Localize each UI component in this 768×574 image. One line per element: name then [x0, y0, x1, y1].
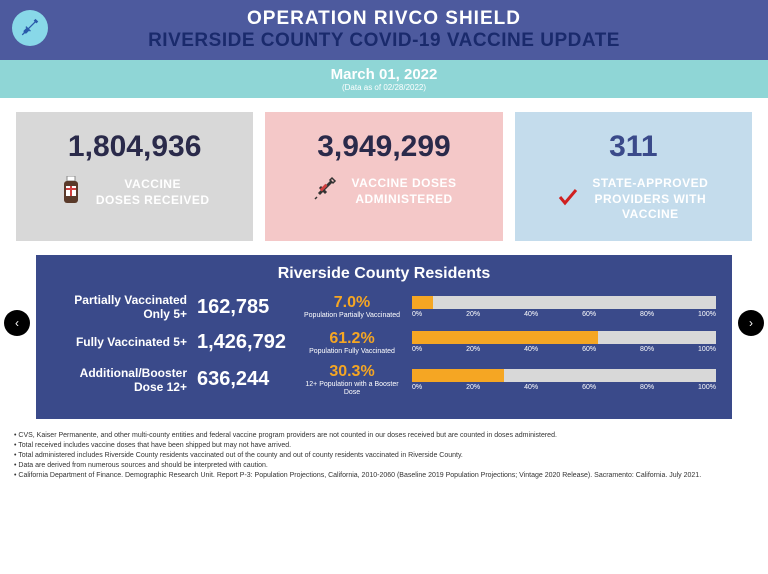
- bar-tick: 100%: [698, 384, 716, 391]
- bar-tick: 20%: [466, 384, 480, 391]
- syringe-icon: [312, 176, 338, 207]
- residents-title: Riverside County Residents: [52, 265, 716, 283]
- resident-row: Additional/Booster Dose 12+636,24430.3%1…: [52, 363, 716, 396]
- header: OPERATION RIVCO SHIELD RIVERSIDE COUNTY …: [0, 0, 768, 60]
- bar-tick: 100%: [698, 311, 716, 318]
- checkmark-icon: [558, 187, 578, 212]
- stat-number: 311: [525, 130, 742, 164]
- stat-card-received: 1,804,936 VACCINE DOSES RECEIVED: [16, 112, 253, 241]
- resident-pct-sub: 12+ Population with a Booster Dose: [302, 381, 402, 396]
- stat-card-providers: 311 STATE-APPROVED PROVIDERS WITH VACCIN…: [515, 112, 752, 241]
- bar-tick: 40%: [524, 384, 538, 391]
- bar-track: [412, 369, 716, 382]
- resident-pct: 30.3%: [302, 363, 402, 381]
- footnote-line: • California Department of Finance. Demo…: [14, 471, 754, 480]
- resident-row: Fully Vaccinated 5+ 1,426,792 61.2%Populat…: [52, 330, 716, 356]
- stat-card-administered: 3,949,299 VACCINE DOSES ADMINISTERED: [265, 112, 502, 241]
- stat-number: 1,804,936: [26, 130, 243, 164]
- resident-label: Additional/Booster Dose 12+: [52, 366, 187, 395]
- resident-pct-sub: Population Partially Vaccinated: [302, 312, 402, 320]
- nav-prev-button[interactable]: ‹: [4, 310, 30, 336]
- resident-label: Partially Vaccinated Only 5+: [52, 293, 187, 322]
- date-bar: March 01, 2022 (Data as of 02/28/2022): [0, 60, 768, 98]
- title-secondary: RIVERSIDE COUNTY COVID-19 VACCINE UPDATE: [12, 30, 756, 52]
- stat-label: STATE-APPROVED: [592, 176, 708, 192]
- bar-tick: 60%: [582, 346, 596, 353]
- date-main: March 01, 2022: [0, 66, 768, 83]
- resident-pct-sub: Population Fully Vaccinated: [302, 348, 402, 356]
- resident-pct-col: 7.0%Population Partially Vaccinated: [302, 294, 402, 320]
- date-sub: (Data as of 02/28/2022): [0, 83, 768, 92]
- nav-next-button[interactable]: ›: [738, 310, 764, 336]
- resident-bar: 0% 20% 40% 60% 80% 100%: [412, 331, 716, 353]
- resident-count: 636,244: [197, 368, 292, 391]
- stat-label: VACCINE: [96, 177, 210, 193]
- stat-label: VACCINE DOSES: [352, 176, 457, 192]
- bar-ticks: 0% 20% 40% 60% 80% 100%: [412, 346, 716, 353]
- footnote-line: • Data are derived from numerous sources…: [14, 461, 754, 470]
- resident-pct: 61.2%: [302, 330, 402, 348]
- resident-pct: 7.0%: [302, 294, 402, 312]
- residents-panel: Riverside County Residents Partially Vac…: [36, 255, 732, 419]
- bottle-icon: [60, 176, 82, 209]
- bar-tick: 40%: [524, 311, 538, 318]
- title-primary: OPERATION RIVCO SHIELD: [12, 8, 756, 30]
- stats-row: 1,804,936 VACCINE DOSES RECEIVED 3,949,2…: [0, 98, 768, 255]
- resident-label: Fully Vaccinated 5+: [52, 335, 187, 349]
- syringe-icon: [12, 10, 48, 46]
- footnotes: • CVS, Kaiser Permanente, and other mult…: [0, 427, 768, 485]
- stat-label: PROVIDERS WITH: [592, 192, 708, 208]
- bar-tick: 0%: [412, 346, 422, 353]
- resident-count: 162,785: [197, 296, 292, 319]
- bar-tick: 100%: [698, 346, 716, 353]
- footnote-line: • Total administered includes Riverside …: [14, 451, 754, 460]
- resident-row: Partially Vaccinated Only 5+ 162,785 7.0%P…: [52, 293, 716, 322]
- resident-bar: 0% 20% 40% 60% 80% 100%: [412, 296, 716, 318]
- stat-label: VACCINE: [592, 207, 708, 223]
- bar-tick: 40%: [524, 346, 538, 353]
- stat-label: ADMINISTERED: [352, 192, 457, 208]
- bar-track: [412, 296, 716, 309]
- stat-label: DOSES RECEIVED: [96, 193, 210, 209]
- resident-pct-col: 30.3%12+ Population with a Booster Dose: [302, 363, 402, 396]
- stat-number: 3,949,299: [275, 130, 492, 164]
- bar-fill: [412, 331, 598, 344]
- resident-count: 1,426,792: [197, 331, 292, 354]
- bar-tick: 20%: [466, 346, 480, 353]
- bar-track: [412, 331, 716, 344]
- bar-ticks: 0% 20% 40% 60% 80% 100%: [412, 384, 716, 391]
- bar-tick: 20%: [466, 311, 480, 318]
- bar-tick: 60%: [582, 384, 596, 391]
- bar-tick: 0%: [412, 311, 422, 318]
- bar-fill: [412, 296, 433, 309]
- footnote-line: • Total received includes vaccine doses …: [14, 441, 754, 450]
- bar-tick: 0%: [412, 384, 422, 391]
- footnote-line: • CVS, Kaiser Permanente, and other mult…: [14, 431, 754, 440]
- bar-tick: 80%: [640, 384, 654, 391]
- bar-ticks: 0% 20% 40% 60% 80% 100%: [412, 311, 716, 318]
- bar-fill: [412, 369, 504, 382]
- bar-tick: 60%: [582, 311, 596, 318]
- resident-pct-col: 61.2%Population Fully Vaccinated: [302, 330, 402, 356]
- resident-bar: 0% 20% 40% 60% 80% 100%: [412, 369, 716, 391]
- bar-tick: 80%: [640, 346, 654, 353]
- bar-tick: 80%: [640, 311, 654, 318]
